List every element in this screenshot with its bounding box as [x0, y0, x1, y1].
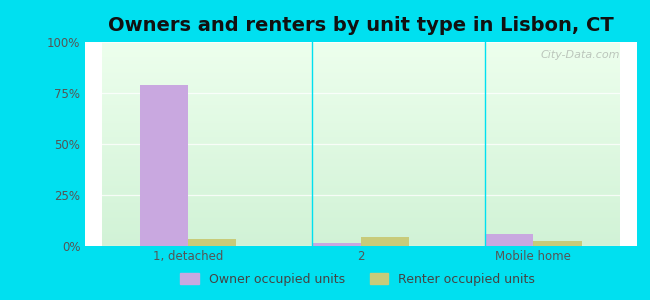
Text: City-Data.com: City-Data.com — [541, 50, 620, 60]
Legend: Owner occupied units, Renter occupied units: Owner occupied units, Renter occupied un… — [175, 268, 540, 291]
Bar — [361, 237, 409, 246]
Bar — [188, 239, 237, 246]
Title: Owners and renters by unit type in Lisbon, CT: Owners and renters by unit type in Lisbo… — [108, 16, 614, 35]
Bar — [313, 243, 361, 246]
Bar — [485, 234, 534, 246]
Bar — [534, 241, 582, 246]
Bar — [140, 85, 188, 246]
